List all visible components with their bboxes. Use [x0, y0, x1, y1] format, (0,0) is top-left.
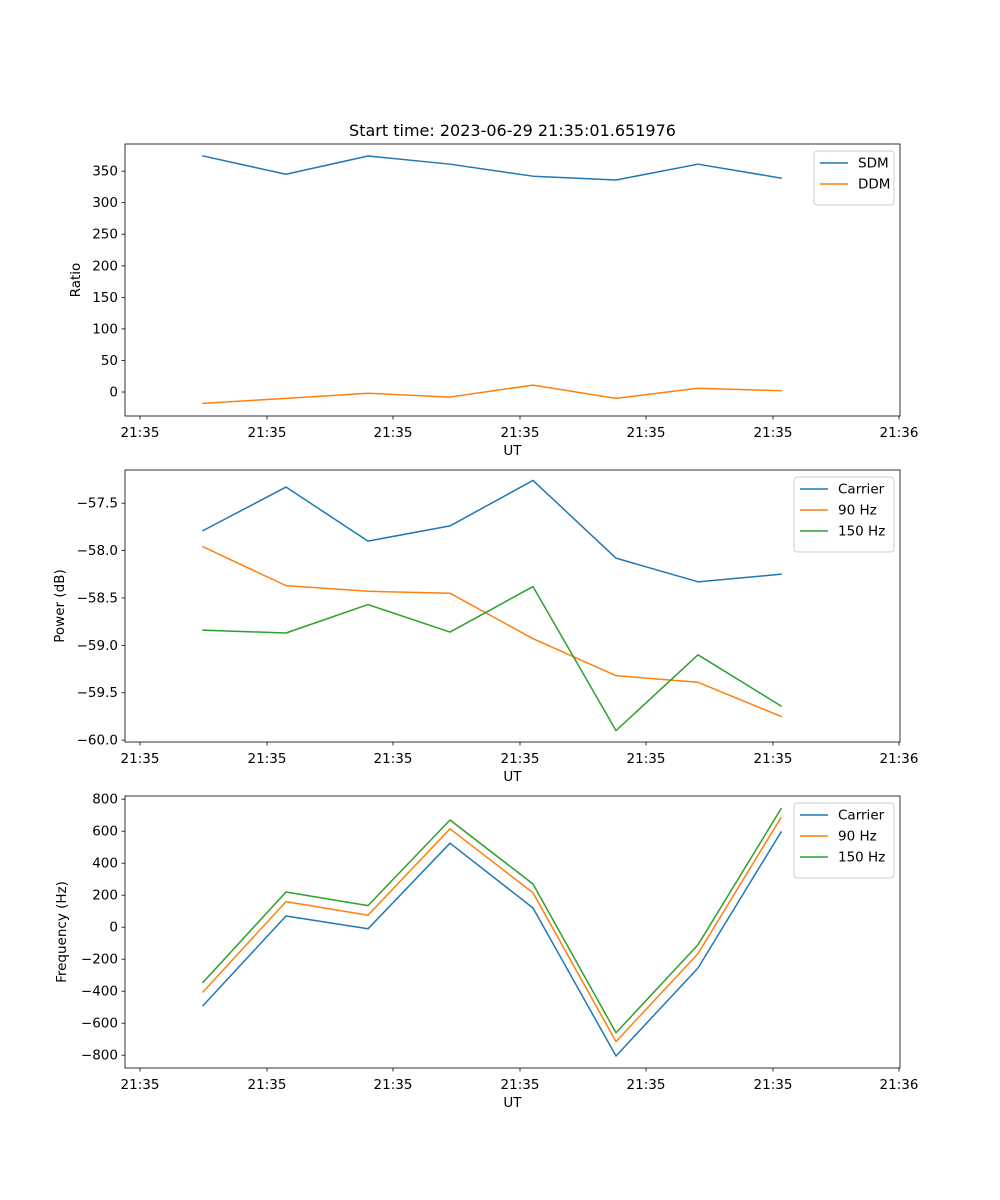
- x-tick-label: 21:35: [501, 1077, 540, 1093]
- x-tick-label: 21:35: [754, 751, 793, 767]
- y-tick-label: −59.0: [77, 638, 118, 654]
- axes-frame: [124, 143, 901, 417]
- x-tick-label: 21:35: [121, 751, 160, 767]
- y-tick-label: 400: [92, 856, 118, 872]
- legend-label-150-hz: 150 Hz: [838, 524, 885, 540]
- chart-panel-2: −57.5−58.0−58.5−59.0−59.5−60.021:35 21:35…: [52, 469, 919, 785]
- y-tick-label: 0: [109, 385, 118, 401]
- series-line-90-hz: [201, 816, 783, 1043]
- series-line-carrier: [201, 830, 783, 1057]
- series-line-ddm: [202, 384, 782, 405]
- x-tick-label: 21:35: [248, 1077, 287, 1093]
- y-tick-label: −60.0: [77, 733, 118, 749]
- chart-panel-1: 0 50 100 150 200 250 300 350 21:35 21:35 21:35 21:3…: [68, 121, 918, 459]
- y-axis-label: Power (dB): [52, 569, 68, 642]
- y-tick-label: 200: [92, 258, 118, 274]
- x-tick-label: 21:36: [880, 1077, 919, 1093]
- legend-box: [793, 476, 895, 553]
- series-line-150-hz: [201, 807, 783, 1034]
- x-tick-label: 21:35: [501, 425, 540, 441]
- x-axis-label: UT: [503, 1095, 522, 1111]
- series-line-carrier: [201, 479, 782, 583]
- series-line-sdm: [202, 155, 782, 181]
- y-tick-label: −57.5: [77, 496, 118, 512]
- x-tick-label: 21:35: [754, 425, 793, 441]
- x-tick-label: 21:35: [754, 1077, 793, 1093]
- legend-box: [813, 150, 895, 206]
- x-tick-label: 21:35: [374, 751, 413, 767]
- y-tick-label: 50: [101, 353, 118, 369]
- y-tick-label: −400: [81, 984, 118, 1000]
- y-tick-label: 300: [92, 195, 118, 211]
- x-tick-label: 21:35: [121, 425, 160, 441]
- x-tick-label: 21:35: [501, 751, 540, 767]
- y-axis-label: Frequency (Hz): [54, 881, 70, 983]
- x-tick-label: 21:35: [627, 751, 666, 767]
- legend-label-carrier: Carrier: [838, 808, 885, 824]
- x-tick-label: 21:35: [248, 425, 287, 441]
- y-tick-label: 100: [92, 321, 118, 337]
- y-tick-label: 350: [92, 164, 118, 180]
- legend-label-carrier: Carrier: [838, 482, 885, 498]
- x-tick-label: 21:35: [248, 751, 287, 767]
- series-line-90-hz: [202, 545, 782, 718]
- x-tick-label: 21:35: [374, 1077, 413, 1093]
- y-tick-label: −600: [81, 1016, 118, 1032]
- y-tick-label: 150: [92, 290, 118, 306]
- y-axis-label: Ratio: [68, 263, 84, 298]
- y-tick-label: −800: [81, 1048, 118, 1064]
- x-tick-label: 21:35: [627, 1077, 666, 1093]
- legend-label-sdm: SDM: [858, 156, 889, 172]
- y-tick-label: −58.5: [77, 590, 118, 606]
- y-tick-label: 600: [92, 824, 118, 840]
- legend-label-150-hz: 150 Hz: [838, 850, 885, 866]
- x-tick-label: 21:35: [374, 425, 413, 441]
- chart-title: Start time: 2023-06-29 21:35:01.651976: [349, 121, 676, 140]
- legend-label-ddm: DDM: [858, 177, 890, 193]
- axes-frame: [124, 795, 901, 1069]
- y-tick-label: −200: [81, 952, 118, 968]
- x-tick-label: 21:36: [880, 425, 919, 441]
- x-tick-label: 21:35: [121, 1077, 160, 1093]
- x-tick-label: 21:35: [627, 425, 666, 441]
- axes-frame: [124, 469, 901, 743]
- legend-label-90-hz: 90 Hz: [838, 829, 877, 845]
- y-tick-label: 250: [92, 227, 118, 243]
- y-tick-label: −59.5: [77, 685, 118, 701]
- legend-label-90-hz: 90 Hz: [838, 503, 877, 519]
- y-tick-label: 800: [92, 792, 118, 808]
- y-tick-label: −58.0: [77, 543, 118, 559]
- x-axis-label: UT: [503, 443, 522, 459]
- x-tick-label: 21:36: [880, 751, 919, 767]
- legend-box: [793, 802, 895, 879]
- y-tick-label: 0: [109, 920, 118, 936]
- y-tick-label: 200: [92, 888, 118, 904]
- x-axis-label: UT: [503, 769, 522, 785]
- series-line-150-hz: [202, 585, 783, 732]
